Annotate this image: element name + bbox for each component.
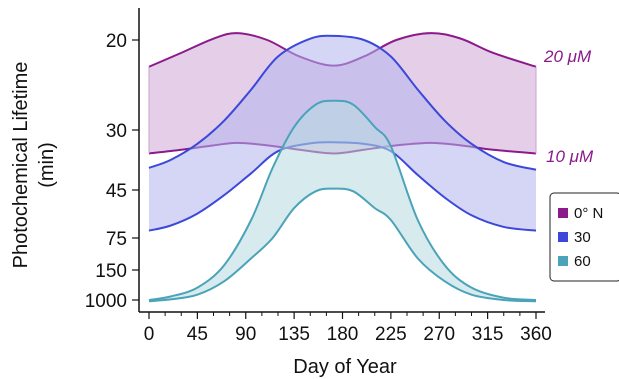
x-tick-label-360: 360 (520, 324, 552, 345)
y-axis-unit: (min) (36, 142, 58, 188)
band-label-20uM: 20 μM (543, 47, 592, 66)
y-tick-label-1000: 1000 (85, 291, 127, 312)
legend-label-2: 60 (574, 253, 591, 270)
y-tick-label-150: 150 (95, 261, 127, 282)
band-upper-line-1 (148, 34, 537, 171)
legend-label-0: 0° N (574, 205, 603, 222)
x-tick-label-45: 45 (187, 324, 208, 345)
y-tick-label-75: 75 (106, 229, 127, 250)
x-tick-label-315: 315 (472, 324, 504, 345)
y-axis-label: Photochemical Lifetime (10, 62, 32, 269)
x-tick-label-225: 225 (375, 324, 407, 345)
legend: 0° N 30 60 (549, 192, 619, 282)
y-tick-label-45: 45 (106, 181, 127, 202)
y-tick-label-30: 30 (106, 121, 127, 142)
legend-label-1: 30 (574, 229, 591, 246)
band-label-10uM: 10 μM (546, 147, 594, 166)
y-tick-label-20: 20 (106, 31, 127, 52)
band-fill-2 (149, 100, 536, 302)
x-tick-label-90: 90 (235, 324, 256, 345)
band-lower-line-2 (148, 187, 537, 303)
band-upper-line-2 (148, 99, 537, 301)
x-tick-label-180: 180 (327, 324, 359, 345)
legend-swatch-0 (558, 208, 568, 218)
legend-swatch-2 (558, 256, 568, 266)
legend-swatch-1 (558, 232, 568, 242)
ticks: 0 45 90 135 180 225 270 315 360 20 30 45 75 150 1000 (85, 31, 552, 345)
x-tick-label-270: 270 (423, 324, 455, 345)
bands (148, 32, 537, 303)
x-axis-label: Day of Year (293, 356, 397, 378)
x-tick-label-135: 135 (278, 324, 310, 345)
x-tick-label-0: 0 (144, 324, 155, 345)
